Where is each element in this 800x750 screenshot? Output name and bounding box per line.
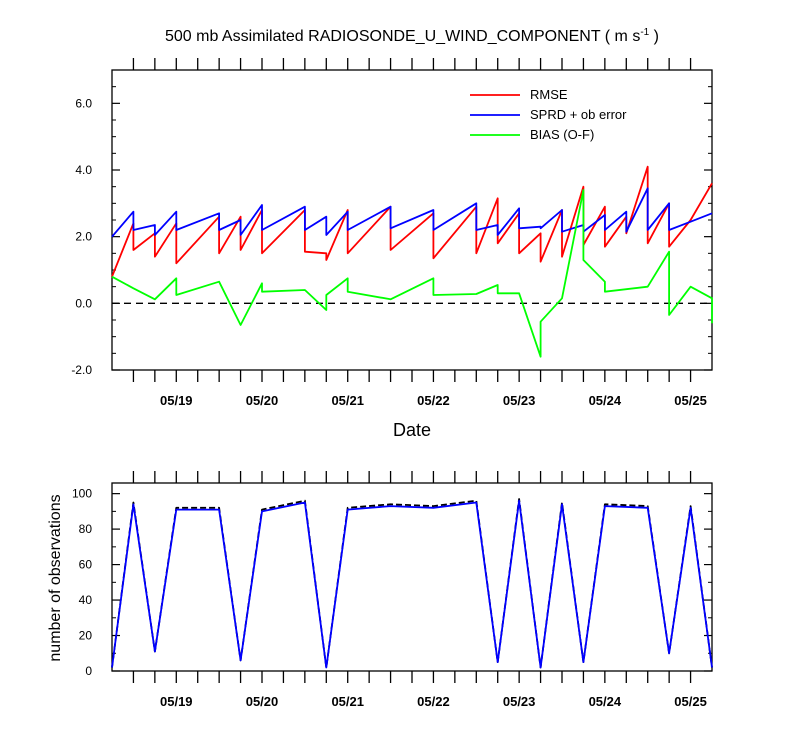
y-tick-label: 0.0 [75, 296, 92, 310]
series-line-used [111, 499, 713, 669]
chart-title: 500 mb Assimilated RADIOSONDE_U_WIND_COM… [165, 27, 659, 45]
bottom-panel: 05/19 05/20 05/21 05/22 05/23 05/24 05/25 0 20 40… [72, 471, 713, 709]
x-tick-label: 05/23 [503, 393, 536, 408]
y-tick-label: 80 [79, 522, 93, 536]
series-line-possible [111, 498, 713, 669]
title-main: 500 mb Assimilated RADIOSONDE_U_WIND_COM… [165, 28, 640, 45]
x-tick-label: 05/19 [160, 694, 193, 709]
title-end: ) [649, 28, 659, 45]
legend-label: BIAS (O-F) [530, 127, 594, 142]
x-tick-label: 05/20 [246, 694, 279, 709]
y-axis-label-observations: number of observations [47, 494, 64, 661]
x-tick-label: 05/25 [674, 393, 707, 408]
x-tick-label: 05/25 [674, 694, 707, 709]
y-tick-label: 2.0 [75, 230, 92, 244]
legend-label: RMSE [530, 87, 568, 102]
series-line-rmse [111, 165, 713, 278]
top-panel: 05/19 05/20 05/21 05/22 05/23 05/24 05/25 -2.0 0… [71, 58, 713, 408]
y-tick-label: 4.0 [75, 163, 92, 177]
x-tick-label: 05/20 [246, 393, 279, 408]
x-tick-label: 05/19 [160, 393, 193, 408]
x-tick-label: 05/24 [589, 694, 622, 709]
x-tick-label: 05/24 [589, 393, 622, 408]
y-tick-label: 40 [79, 593, 93, 607]
x-tick-label: 05/21 [331, 393, 364, 408]
y-tick-label: 20 [79, 629, 93, 643]
y-tick-label: 0 [85, 664, 92, 678]
y-tick-label: 100 [72, 487, 92, 501]
legend-label: SPRD + ob error [530, 107, 627, 122]
y-tick-label: -2.0 [71, 363, 92, 377]
title-superscript: -1 [640, 27, 649, 38]
series-line-bias-o-f [111, 189, 713, 358]
x-tick-label: 05/21 [331, 694, 364, 709]
x-axis-label: Date [393, 420, 431, 440]
y-tick-label: 6.0 [75, 96, 92, 110]
series-line-sprd-ob-error [111, 187, 713, 238]
x-tick-label: 05/22 [417, 393, 450, 408]
y-tick-label: 60 [79, 558, 93, 572]
x-tick-label: 05/22 [417, 694, 450, 709]
x-tick-label: 05/23 [503, 694, 536, 709]
plot-frame [111, 482, 713, 672]
